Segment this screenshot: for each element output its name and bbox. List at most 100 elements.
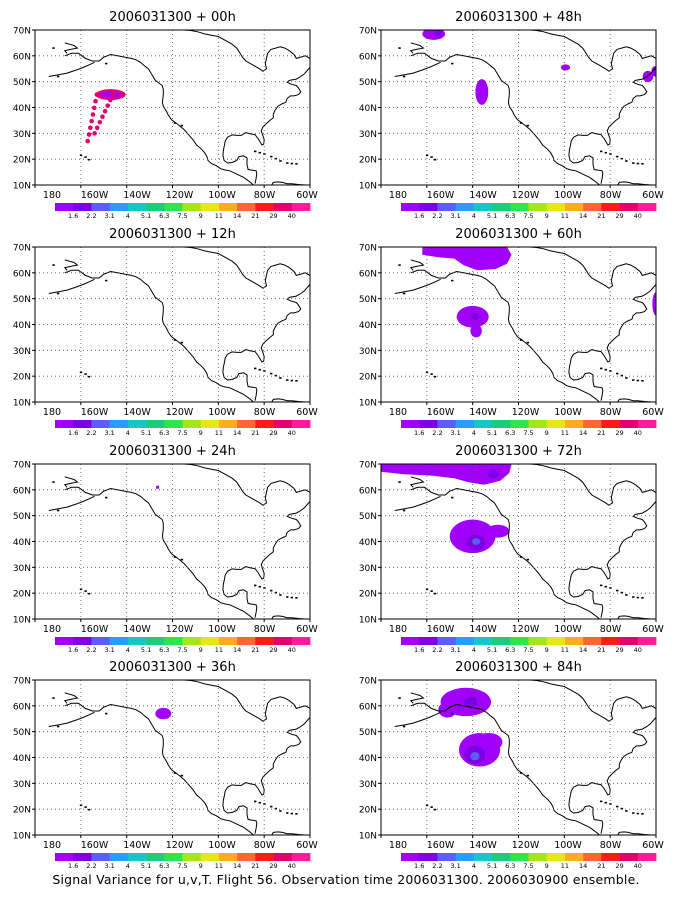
map-panel-12h: 2006031300 + 12h 10N 20N 30N 40N 50N 60N 70N 180… <box>13 227 319 437</box>
map-area <box>381 30 656 185</box>
colorbar-label: 9 <box>545 212 549 220</box>
colorbar-label: 6.3 <box>159 429 169 437</box>
colorbar-label: 9 <box>199 646 203 654</box>
coastline <box>409 692 425 704</box>
map-panel-36h: 2006031300 + 36h 10N 20N 30N 40N 50N 60N 70N 180… <box>13 660 319 870</box>
lon-label: 80W <box>254 190 276 201</box>
colorbar-label: 5.1 <box>487 862 497 870</box>
colorbar-swatch <box>564 203 584 211</box>
coastline <box>64 269 306 402</box>
coastline <box>63 42 79 54</box>
panel-title: 2006031300 + 60h <box>455 227 582 242</box>
colorbar-swatch <box>200 420 220 428</box>
colorbar-label: 5.1 <box>487 646 497 654</box>
colorbar-label: 3.1 <box>104 646 114 654</box>
coastline <box>222 717 310 834</box>
island <box>625 160 628 162</box>
lon-label: 100W <box>554 624 582 635</box>
colorbar-swatch <box>237 853 256 861</box>
colorbar-swatch <box>583 203 602 211</box>
island <box>616 589 619 592</box>
colorbar-swatch <box>218 203 238 211</box>
colorbar-swatch <box>510 853 529 861</box>
colorbar-swatch <box>564 853 584 861</box>
colorbar-label: 9 <box>545 429 549 437</box>
island <box>451 712 454 715</box>
lat-label: 10N <box>13 399 31 409</box>
colorbar-label: 5.1 <box>141 212 151 220</box>
colorbar-label: 7.5 <box>523 646 533 654</box>
island <box>79 588 83 591</box>
colorbar-swatch <box>73 637 92 645</box>
coastline <box>394 61 441 77</box>
lon-label: 160W <box>81 407 109 418</box>
colorbar-label: 40 <box>634 646 642 654</box>
colorbar-swatch <box>528 420 548 428</box>
island <box>254 584 257 587</box>
colorbar-swatch <box>237 203 256 211</box>
island <box>451 62 454 65</box>
colorbar-label: 2.2 <box>432 212 442 220</box>
island <box>270 372 273 375</box>
lat-label: 30N <box>359 130 377 140</box>
colorbar-swatch <box>109 420 129 428</box>
colorbar-label: 11 <box>215 429 223 437</box>
island <box>641 163 644 165</box>
island <box>274 807 278 810</box>
island <box>290 162 294 165</box>
map-area <box>35 464 310 619</box>
colorbar-swatch <box>492 420 511 428</box>
colorbar-swatch <box>601 637 620 645</box>
lon-label: 80W <box>600 407 622 418</box>
flight-track-point <box>100 114 105 120</box>
island <box>402 292 406 295</box>
colorbar-label: 14 <box>233 862 241 870</box>
coastline <box>409 476 425 488</box>
lon-label: 180 <box>43 840 61 851</box>
island <box>620 374 624 377</box>
island <box>620 807 624 810</box>
lon-label: 120W <box>166 840 194 851</box>
colorbar-swatch <box>200 637 220 645</box>
colorbar-label: 5.1 <box>141 646 151 654</box>
lat-label: 20N <box>13 156 31 166</box>
island <box>526 341 530 344</box>
map-area <box>381 247 656 402</box>
island <box>398 47 401 49</box>
colorbar-label: 7.5 <box>177 862 187 870</box>
island <box>425 588 429 591</box>
colorbar-label: 2.2 <box>432 646 442 654</box>
lon-label: 100W <box>208 190 236 201</box>
colorbar-swatch <box>492 203 511 211</box>
map-area <box>381 680 656 835</box>
lon-label: 80W <box>600 624 622 635</box>
colorbar-label: 5.1 <box>141 862 151 870</box>
lat-label: 30N <box>13 780 31 790</box>
coastline <box>568 67 656 184</box>
colorbar-swatch <box>91 203 111 211</box>
lat-label: 70N <box>13 244 31 254</box>
colorbar-swatch <box>637 420 657 428</box>
flight-track-point <box>94 92 100 97</box>
colorbar-label: 9 <box>545 646 549 654</box>
colorbar-label: 11 <box>215 212 223 220</box>
lat-label: 10N <box>13 182 31 192</box>
colorbar-swatch <box>437 853 457 861</box>
coastline <box>48 278 95 294</box>
lat-label: 50N <box>359 295 377 305</box>
signal-contour <box>470 324 482 338</box>
colorbar-swatch <box>182 420 202 428</box>
lat-label: 30N <box>13 564 31 574</box>
lon-label: 180 <box>43 624 61 635</box>
island <box>425 154 429 157</box>
colorbar-swatch <box>146 853 165 861</box>
signal-contour <box>381 464 512 485</box>
island <box>279 594 282 596</box>
island <box>254 367 257 370</box>
colorbar-label: 6.3 <box>505 429 515 437</box>
island <box>79 154 83 157</box>
colorbar-label: 29 <box>615 429 623 437</box>
colorbar-swatch <box>127 420 147 428</box>
island <box>52 47 55 49</box>
colorbar-label: 1.6 <box>414 862 424 870</box>
